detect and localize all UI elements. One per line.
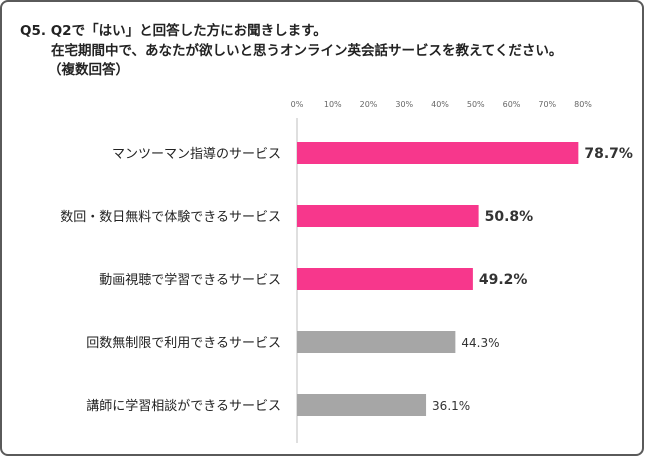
bar (297, 205, 479, 227)
data-label: 44.3% (461, 336, 499, 350)
data-label: 50.8% (485, 209, 534, 225)
x-tick-label: 80% (574, 100, 592, 109)
category-label: 講師に学習相談ができるサービス (86, 398, 281, 414)
x-tick-label: 40% (431, 100, 449, 109)
chart-frame (0, 0, 644, 456)
question-line-3: （複数回答） (48, 62, 129, 78)
data-label: 36.1% (432, 399, 470, 413)
x-tick-label: 50% (467, 100, 485, 109)
category-label: 動画視聴で学習できるサービス (99, 272, 281, 288)
bar (297, 268, 473, 290)
question-line-1: Q5. Q2で「はい」と回答した方にお聞きします。 (20, 23, 327, 39)
data-label: 49.2% (479, 272, 528, 288)
x-tick-label: 10% (324, 100, 342, 109)
x-tick-label: 70% (538, 100, 556, 109)
x-tick-label: 30% (395, 100, 413, 109)
category-label: マンツーマン指導のサービス (112, 147, 281, 162)
data-label: 78.7% (584, 146, 633, 162)
x-tick-label: 60% (503, 100, 521, 109)
question-line-2: 在宅期間中で、あなたが欲しいと思うオンライン英会話サービスを教えてください。 (51, 43, 563, 59)
x-tick-label: 20% (360, 100, 378, 109)
category-label: 数回・数日無料で体験できるサービス (60, 210, 281, 225)
bar (297, 331, 456, 353)
category-label: 回数無制限で利用できるサービス (86, 336, 281, 351)
bar (297, 394, 427, 416)
bar (297, 142, 579, 164)
x-tick-label: 0% (291, 100, 304, 109)
